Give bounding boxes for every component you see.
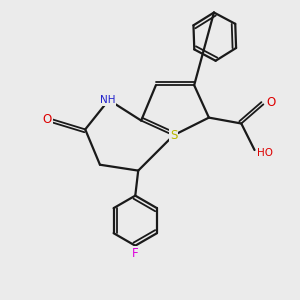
Text: O: O <box>266 96 275 110</box>
Text: NH: NH <box>100 95 115 105</box>
Text: HO: HO <box>257 148 273 158</box>
Text: O: O <box>42 112 52 126</box>
Text: F: F <box>132 247 139 260</box>
Text: S: S <box>170 129 177 142</box>
